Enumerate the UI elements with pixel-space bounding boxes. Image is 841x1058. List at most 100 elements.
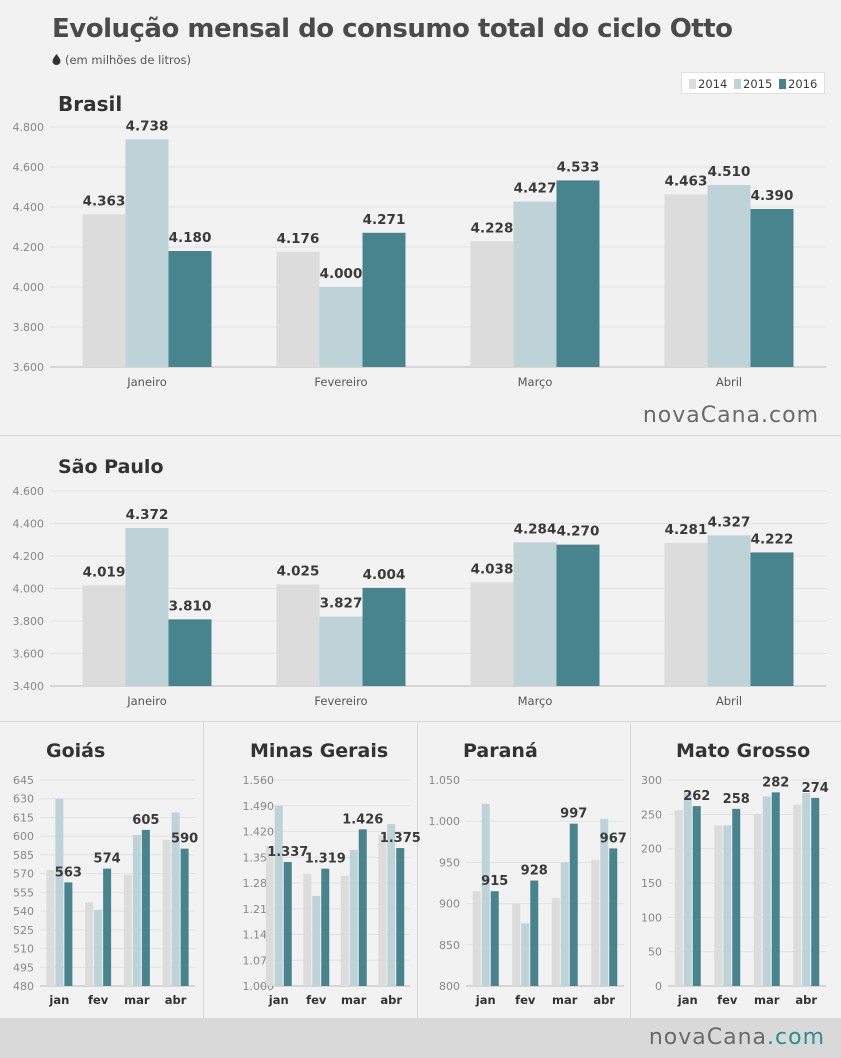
y-tick-label: 950: [439, 856, 460, 869]
x-tick-label: abr: [795, 993, 817, 1007]
bar-2014-Janeiro: [82, 585, 126, 686]
data-label: 3.810: [169, 598, 212, 614]
bar-2015-Abril: [707, 185, 751, 367]
legend-item-2016: 2016: [779, 77, 817, 91]
x-tick-label: fev: [306, 993, 327, 1007]
y-tick-label: 4.800: [13, 121, 45, 134]
data-label: 282: [762, 775, 789, 790]
data-label: 4.025: [277, 563, 320, 579]
data-label: 1.319: [305, 852, 346, 867]
data-label: 928: [521, 864, 548, 879]
bar-2014-fev: [303, 873, 312, 986]
data-label: 4.180: [169, 230, 212, 246]
bar-2016-Março: [556, 544, 600, 686]
bar-2016-jan: [64, 882, 73, 986]
x-tick-label: mar: [754, 993, 780, 1007]
bar-2016-abr: [811, 797, 820, 986]
data-label: 997: [560, 807, 587, 822]
data-label: 590: [171, 832, 198, 847]
x-tick-label: Março: [518, 694, 553, 708]
subtitle-text: (em milhões de litros): [65, 53, 191, 67]
y-tick-label: 645: [13, 774, 34, 787]
y-tick-label: 3.800: [13, 321, 45, 334]
panel-title-minas-gerais: Minas Gerais: [250, 740, 389, 762]
bar-2014-jan: [472, 891, 481, 986]
data-label: 967: [600, 831, 627, 846]
bar-2014-Março: [470, 582, 514, 686]
divider: [0, 435, 841, 436]
bar-2016-Março: [556, 180, 600, 367]
y-tick-label: 1.000: [429, 815, 461, 828]
y-tick-label: 3.400: [13, 680, 45, 693]
legend-item-2015: 2015: [734, 77, 772, 91]
footer-brand-logo: novaCana.com: [648, 1025, 825, 1050]
panel-title-sao-paulo: São Paulo: [58, 456, 164, 478]
bar-2014-mar: [340, 875, 349, 986]
x-tick-label: Fevereiro: [314, 375, 367, 389]
legend-swatch: [779, 79, 786, 89]
bar-2015-abr: [387, 824, 396, 986]
bar-2015-mar: [349, 849, 358, 986]
data-label: 4.000: [320, 266, 363, 282]
y-tick-label: 1.490: [243, 800, 275, 813]
bar-2014-Abril: [664, 542, 708, 686]
data-label: 4.281: [665, 522, 708, 538]
y-tick-label: 4.000: [13, 583, 45, 596]
divider: [630, 721, 631, 1018]
bar-2016-abr: [609, 848, 618, 986]
data-label: 4.533: [557, 159, 600, 175]
bar-2014-Fevereiro: [276, 251, 320, 367]
bar-2014-mar: [551, 897, 560, 986]
bar-2015-Março: [513, 201, 557, 367]
bar-2016-Janeiro: [168, 619, 212, 686]
page-title: Evolução mensal do consumo total do cicl…: [52, 14, 733, 44]
data-label: 4.019: [83, 564, 126, 580]
data-label: 274: [802, 781, 829, 796]
data-label: 4.327: [708, 514, 751, 530]
bar-2014-abr: [591, 859, 600, 986]
bar-2015-Março: [513, 542, 557, 686]
data-label: 4.004: [363, 567, 406, 583]
x-tick-label: Abril: [716, 694, 742, 708]
y-tick-label: 4.000: [13, 281, 45, 294]
data-label: 4.510: [708, 164, 751, 180]
legend-label: 2015: [743, 77, 773, 91]
bar-2016-Fevereiro: [362, 587, 406, 686]
x-tick-label: Março: [518, 375, 553, 389]
footer: novaCana.com: [0, 1018, 841, 1058]
x-tick-label: jan: [268, 993, 289, 1007]
bar-2016-mar: [141, 829, 150, 986]
y-tick-label: 1.420: [243, 826, 275, 839]
data-label: 3.827: [320, 596, 363, 612]
data-label: 4.038: [471, 561, 514, 577]
divider: [203, 721, 204, 1018]
bar-2015-mar: [560, 862, 569, 986]
legend: 2014 2015 2016: [681, 72, 825, 94]
bar-2016-mar: [358, 829, 367, 986]
bar-2015-Janeiro: [125, 528, 169, 686]
bar-2016-abr: [180, 848, 189, 986]
data-label: 563: [55, 865, 82, 880]
bar-2015-jan: [55, 798, 64, 986]
legend-swatch: [689, 79, 696, 89]
bar-2014-jan: [46, 869, 55, 986]
divider: [0, 721, 841, 722]
x-tick-label: abr: [593, 993, 615, 1007]
bar-2015-fev: [312, 895, 321, 986]
y-tick-label: 4.600: [13, 161, 45, 174]
y-tick-label: 4.200: [13, 550, 45, 563]
data-label: 1.426: [342, 812, 383, 827]
legend-label: 2016: [788, 77, 818, 91]
data-label: 915: [481, 874, 508, 889]
data-label: 4.176: [277, 231, 320, 247]
panel-title-brasil: Brasil: [58, 92, 123, 116]
y-tick-label: 4.600: [13, 485, 45, 498]
bar-2016-fev: [530, 880, 539, 986]
bar-2015-fev: [94, 909, 103, 986]
y-tick-label: 1.050: [429, 774, 461, 787]
bar-2015-fev: [723, 825, 732, 986]
bar-2014-Fevereiro: [276, 584, 320, 686]
y-tick-label: 1.560: [243, 774, 275, 787]
y-tick-label: 150: [641, 877, 662, 890]
